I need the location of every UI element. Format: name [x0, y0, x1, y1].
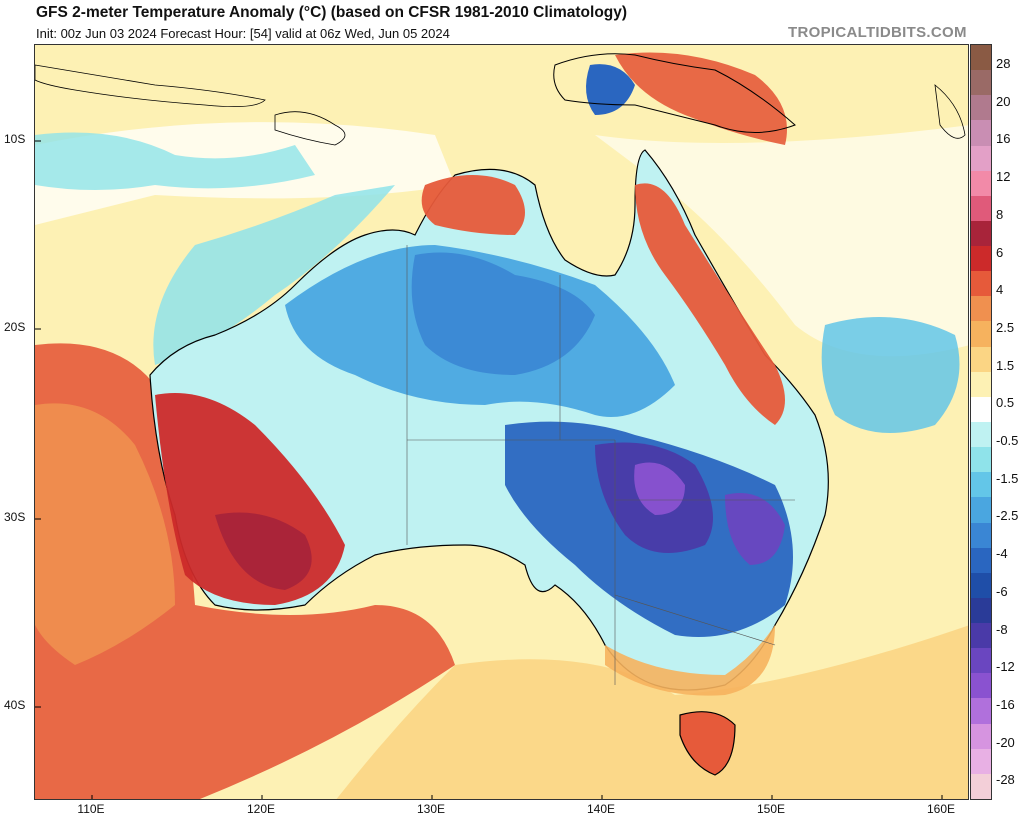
colorbar-segment — [971, 497, 991, 524]
colorbar-label: 2.5 — [996, 319, 1015, 335]
colorbar-segment — [971, 271, 991, 297]
colorbar-label: -1.5 — [996, 470, 1019, 486]
colorbar-label: 20 — [996, 93, 1011, 109]
brand-watermark: TROPICALTIDBITS.COM — [788, 24, 967, 41]
cool-ocean-coral-sea — [821, 317, 960, 433]
lon-label-150e: 150E — [756, 802, 786, 816]
colorbar-segment — [971, 45, 991, 71]
new-guinea-outline — [553, 53, 796, 133]
colorbar-label: 16 — [996, 131, 1011, 147]
grid-ticks — [35, 140, 943, 799]
colorbar-segment — [971, 371, 991, 398]
colorbar-segment — [971, 422, 991, 448]
cool-region-new-guinea — [586, 64, 635, 115]
colorbar-label: 8 — [996, 206, 1004, 222]
neutral-anomaly-region — [595, 125, 968, 357]
lat-label-30s: 30S — [4, 510, 26, 524]
timor-island — [274, 111, 346, 146]
colorbar-segment — [971, 95, 991, 121]
colorbar-label: -6 — [996, 583, 1008, 599]
cool-ocean-northwest — [153, 185, 395, 365]
colorbar-label: 12 — [996, 169, 1011, 185]
map-canvas — [35, 45, 968, 799]
colorbar-segment — [971, 673, 991, 699]
colorbar-segment — [971, 547, 991, 574]
lon-label-140e: 140E — [586, 802, 616, 816]
lat-label-20s: 20S — [4, 320, 26, 334]
forecast-info: Init: 00z Jun 03 2024 Forecast Hour: [54… — [36, 26, 450, 41]
colorbar-segment — [971, 195, 991, 222]
colorbar-segment — [971, 648, 991, 674]
colorbar-segment — [971, 773, 991, 800]
colorbar-label: -0.5 — [996, 433, 1019, 448]
colorbar-label: -28 — [996, 772, 1015, 788]
lon-label-110e: 110E — [77, 802, 105, 816]
colorbar-label: -8 — [996, 621, 1008, 637]
indonesia-islands — [35, 64, 266, 108]
warm-ocean-west — [35, 403, 175, 665]
colorbar-label: 1.5 — [996, 357, 1015, 373]
cool-anomaly-north-central — [411, 252, 595, 375]
colorbar-segment — [971, 396, 991, 423]
warm-anomaly-victoria-coast — [605, 625, 775, 696]
nsw-vic-border — [614, 594, 776, 646]
colorbar — [970, 44, 992, 800]
colorbar-label: -2.5 — [996, 508, 1019, 524]
extreme-cold-anomaly-core — [634, 462, 685, 515]
colorbar-segment — [971, 296, 991, 322]
chart-title: GFS 2-meter Temperature Anomaly (°C) (ba… — [36, 4, 628, 21]
warm-region-new-guinea — [615, 52, 787, 145]
colorbar-segment — [971, 120, 991, 147]
colorbar-label: 0.5 — [996, 395, 1015, 411]
colorbar-segment — [971, 70, 991, 96]
colorbar-label: 4 — [996, 282, 1004, 298]
cold-anomaly-nsw — [725, 493, 785, 565]
warm-anomaly-top-end — [421, 175, 525, 235]
colorbar-segment — [971, 246, 991, 272]
colorbar-label: -16 — [996, 696, 1015, 712]
colorbar-segment — [971, 698, 991, 725]
lon-label-120e: 120E — [246, 802, 276, 816]
colorbar-segment — [971, 220, 991, 247]
colorbar-segment — [971, 522, 991, 549]
colorbar-label: -12 — [996, 659, 1015, 675]
colorbar-segment — [971, 170, 991, 197]
colorbar-segment — [971, 748, 991, 775]
colorbar-segment — [971, 597, 991, 624]
colorbar-label: -4 — [996, 546, 1008, 562]
lon-label-130e: 130E — [416, 802, 446, 816]
lat-label-40s: 40S — [4, 698, 26, 712]
colorbar-segment — [971, 472, 991, 498]
tasmania — [679, 711, 736, 776]
colorbar-segment — [971, 447, 991, 473]
warm-anomaly-queensland-coast — [635, 183, 785, 425]
cool-ocean-north — [35, 132, 315, 190]
very-hot-anomaly-southwest — [215, 512, 312, 590]
lat-label-10s: 10S — [4, 132, 26, 146]
colorbar-segment — [971, 145, 991, 172]
colorbar-label: 6 — [996, 244, 1004, 260]
pacific-islands — [934, 84, 966, 139]
colorbar-segment — [971, 623, 991, 649]
anomaly-map — [34, 44, 969, 800]
warm-ocean-south — [336, 625, 968, 799]
colorbar-segment — [971, 346, 991, 373]
colorbar-segment — [971, 321, 991, 348]
colorbar-segment — [971, 723, 991, 750]
colorbar-segment — [971, 572, 991, 599]
lon-label-160e: 160E — [926, 802, 956, 816]
colorbar-label: 28 — [996, 56, 1011, 71]
colorbar-label: -20 — [996, 734, 1015, 750]
